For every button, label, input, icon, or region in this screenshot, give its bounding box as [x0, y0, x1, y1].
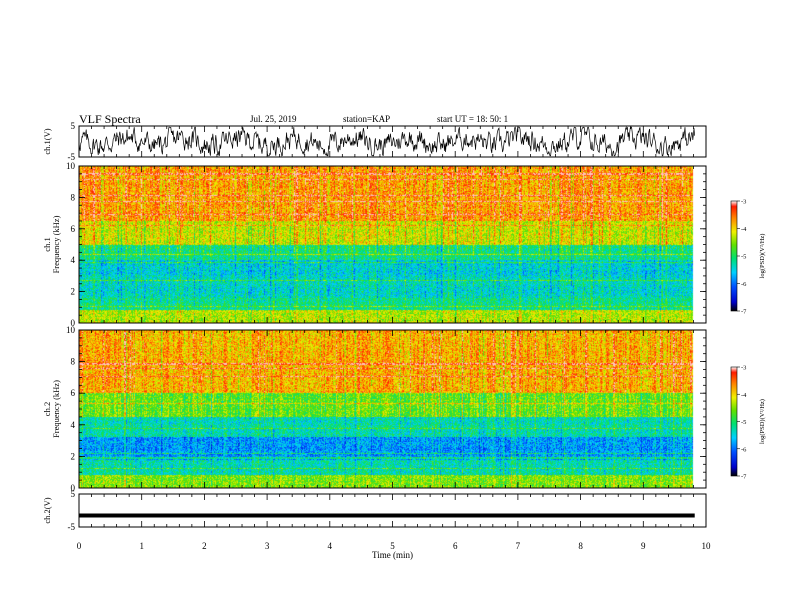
y-tick-label: 5	[71, 489, 76, 499]
y-axis-label: Frequency (kHz)	[51, 215, 61, 273]
colorbar-ch2: -3 -4 -5 -6 -7 log(PSD)(V²/Hz)	[730, 365, 766, 481]
y-axis-label: ch.2(V)	[42, 497, 52, 523]
y-axis-label: Frequency (kHz)	[51, 380, 61, 438]
waveform-ch1-line	[78, 126, 695, 157]
x-tick-label: 2	[202, 541, 207, 551]
y-tick-label: 0	[71, 483, 76, 493]
y-tick-label: 4	[71, 420, 76, 430]
y-tick-label: -5	[68, 152, 76, 162]
time-axis: 0 1 2 3 4 5 6 7 8 9 10 Time (min)	[77, 541, 711, 560]
colorbar-gradient	[730, 200, 738, 312]
waveform-ch2-panel: 5 -5 ch.2(V)	[42, 489, 707, 532]
y-axis-label: ch.1(V)	[42, 128, 52, 154]
y-tick-label: -5	[68, 522, 76, 532]
x-tick-label: 9	[641, 541, 646, 551]
colorbar-gradient	[730, 366, 738, 477]
spectrogram-ch1-panel: 0 2 4 6 8 10 ch.1 Frequency (kHz)	[42, 161, 707, 328]
y-tick-label: 6	[71, 224, 76, 234]
colorbar-tick-label: -7	[741, 474, 747, 481]
y-tick-label: 2	[71, 451, 76, 461]
y-tick-label: 10	[66, 161, 76, 171]
spectrogram-image	[79, 166, 706, 323]
x-tick-label: 4	[328, 541, 333, 551]
chart-title: VLF Spectra	[79, 112, 141, 126]
colorbar-tick-label: -5	[741, 254, 746, 261]
y-axis-label: ch.2	[42, 402, 52, 416]
colorbar-tick-label: -3	[741, 199, 746, 206]
x-tick-label: 6	[453, 541, 458, 551]
y-tick-label: 10	[66, 325, 76, 335]
date-label: Jul. 25, 2019	[250, 114, 297, 124]
y-tick-label: 8	[71, 357, 76, 367]
colorbar-tick-label: -6	[741, 281, 747, 288]
x-tick-label: 8	[578, 541, 583, 551]
start-time-label: start UT = 18: 50: 1	[437, 114, 509, 124]
colorbar-label: log(PSD)(V²/Hz)	[759, 399, 766, 444]
spectrogram-image	[79, 330, 706, 488]
waveform-ch1-panel: 5 -5 ch.1(V)	[42, 121, 707, 162]
y-axis-label: ch.1	[42, 237, 52, 251]
y-tick-label: 5	[71, 121, 76, 131]
colorbar-tick-label: -4	[741, 392, 747, 399]
y-tick-label: 4	[71, 255, 76, 265]
x-tick-label: 0	[77, 541, 82, 551]
y-tick-label: 8	[71, 192, 76, 202]
spectrogram-ch2-panel: 0 2 4 6 8 10 ch.2 Frequency (kHz)	[42, 325, 707, 493]
x-tick-label: 5	[390, 541, 395, 551]
y-tick-label: 0	[71, 318, 76, 328]
colorbar-tick-label: -7	[741, 309, 747, 316]
colorbar-tick-label: -5	[741, 419, 746, 426]
x-tick-label: 7	[516, 541, 521, 551]
x-tick-label: 10	[702, 541, 712, 551]
x-tick-label: 3	[265, 541, 270, 551]
colorbar-tick-label: -3	[741, 365, 746, 372]
x-tick-label: 1	[139, 541, 144, 551]
colorbar-ch1: -3 -4 -5 -6 -7 log(PSD)(V²/Hz)	[730, 199, 766, 316]
colorbar-label: log(PSD)(V²/Hz)	[759, 234, 766, 279]
y-tick-label: 6	[71, 388, 76, 398]
station-label: station=KAP	[343, 114, 391, 124]
x-axis-label: Time (min)	[372, 550, 413, 560]
colorbar-tick-label: -4	[741, 226, 747, 233]
colorbar-tick-label: -6	[741, 446, 747, 453]
y-tick-label: 2	[71, 287, 76, 297]
